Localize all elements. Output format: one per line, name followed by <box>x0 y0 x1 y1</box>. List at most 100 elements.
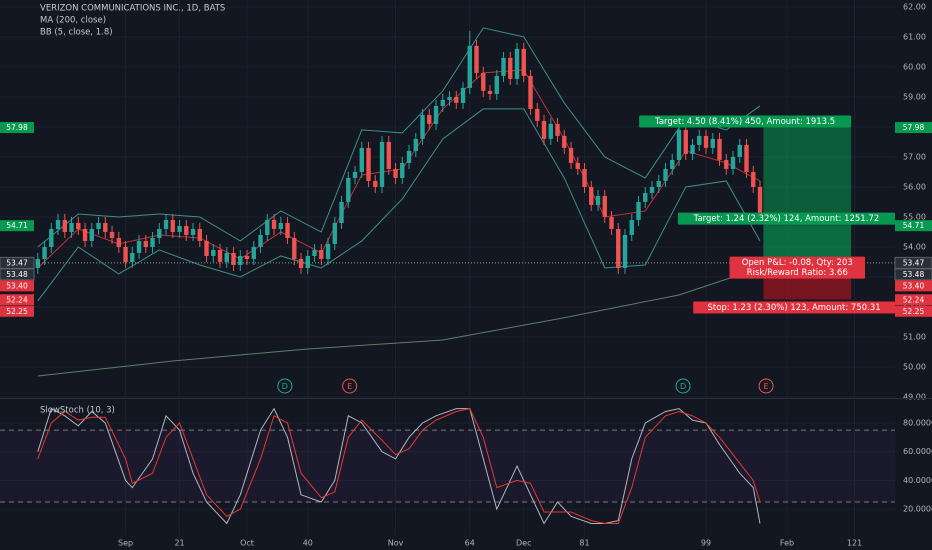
event-label: E <box>347 382 352 391</box>
candle-body <box>190 228 196 235</box>
x-tick-label: 99 <box>701 539 711 548</box>
chart-title: VERIZON COMMUNICATIONS INC., 1D, BATS <box>40 4 225 14</box>
price-badge-label: 53.47 <box>903 258 925 267</box>
candle-body <box>535 108 540 121</box>
candle-body <box>528 75 533 109</box>
candle-body <box>413 138 418 151</box>
candle-body <box>656 180 661 187</box>
x-tick-label: 40 <box>303 539 313 548</box>
y-tick-label: 57.00 <box>903 152 926 161</box>
candle-body <box>339 201 344 223</box>
price-badge <box>0 280 34 292</box>
candle-body <box>568 147 574 163</box>
candle-body <box>454 96 459 103</box>
candle-body <box>514 48 520 79</box>
event-label: D <box>282 382 288 391</box>
price-badge-label: 52.25 <box>903 307 925 316</box>
candle-body <box>703 135 709 148</box>
candle-body <box>42 246 47 259</box>
y-tick-label: 55.00 <box>903 212 926 221</box>
candle-body <box>487 90 493 94</box>
position-label-box <box>677 212 895 225</box>
y-tick-label: 60.00 <box>903 62 926 71</box>
candle-body <box>555 123 560 136</box>
position-label-box <box>729 256 865 279</box>
y-tick-label: 54.00 <box>903 242 926 251</box>
candle-body <box>305 255 310 268</box>
candle-body <box>501 57 506 76</box>
candle-body <box>69 222 74 232</box>
candle-body <box>325 243 331 259</box>
price-badge <box>0 294 34 306</box>
price-badge <box>895 294 932 306</box>
x-tick-label: 21 <box>174 539 184 548</box>
candle-body <box>562 135 567 148</box>
price-badge <box>0 122 34 134</box>
candle-body <box>332 222 337 244</box>
candle-body <box>481 72 486 91</box>
y-tick-label: 50.00 <box>903 362 926 371</box>
price-badge <box>0 268 35 281</box>
price-badge-label: 52.24 <box>903 295 925 304</box>
candle-body <box>366 147 371 181</box>
candle-body <box>494 75 499 94</box>
event-label: E <box>764 382 769 391</box>
candle-body <box>676 129 682 160</box>
y-tick-label: 80.0000 <box>903 418 932 427</box>
stoch-line <box>37 408 761 525</box>
y-tick-label: 59.00 <box>903 92 926 101</box>
event-label: D <box>680 382 686 391</box>
y-tick-label: 40.0000 <box>903 476 932 485</box>
candle-body <box>184 225 189 235</box>
y-tick-label: 61.00 <box>903 32 926 41</box>
indicator-label: MA (200, close) <box>40 16 106 26</box>
candle-body <box>170 219 175 232</box>
price-badge-label: 53.40 <box>903 281 925 290</box>
event-marker <box>758 378 774 394</box>
candle-body <box>460 87 466 103</box>
candle-body <box>616 228 621 268</box>
candle-body <box>433 105 439 124</box>
price-badge-label: 54.71 <box>6 221 28 230</box>
candle-body <box>292 237 297 259</box>
candle-body <box>649 186 655 193</box>
candle-body <box>629 219 634 235</box>
grid <box>0 0 895 535</box>
candle-body <box>447 96 452 100</box>
candle-body <box>508 57 513 79</box>
candle-body <box>346 177 351 202</box>
position-label: Risk/Reward Ratio: 3.66 <box>747 268 848 278</box>
price-badge-label: 53.48 <box>903 270 925 279</box>
candle-body <box>744 144 749 172</box>
price-badge <box>895 305 932 317</box>
candle-body <box>589 186 594 205</box>
candle-body <box>575 162 580 169</box>
candle-body <box>312 249 317 256</box>
candle-body <box>400 162 405 178</box>
profit-zone <box>763 127 852 263</box>
candle-body <box>244 255 250 259</box>
candle-body <box>103 222 108 232</box>
price-badge-label: 52.25 <box>6 307 28 316</box>
y-tick-label: 56.00 <box>903 182 926 191</box>
candle-body <box>82 228 88 241</box>
indicator-label: BB (5, close, 1.8) <box>40 28 113 38</box>
candle-body <box>757 186 763 217</box>
level-band <box>0 430 895 502</box>
event-marker <box>342 378 358 394</box>
price-badge <box>895 280 932 292</box>
candle-body <box>298 258 304 268</box>
price-badge-label: 52.24 <box>6 295 28 304</box>
candle-body <box>751 171 756 187</box>
candle-body <box>548 123 553 139</box>
price-badge-label: 53.40 <box>6 281 28 290</box>
candle-body <box>717 138 722 160</box>
indicator-line <box>37 27 761 248</box>
candle-body <box>643 192 648 202</box>
candle-body <box>177 225 182 232</box>
candle-body <box>197 228 202 241</box>
y-tick-label: 51.00 <box>903 332 926 341</box>
candle-body <box>76 222 81 229</box>
candle-body <box>285 222 290 238</box>
candle-body <box>521 48 526 76</box>
